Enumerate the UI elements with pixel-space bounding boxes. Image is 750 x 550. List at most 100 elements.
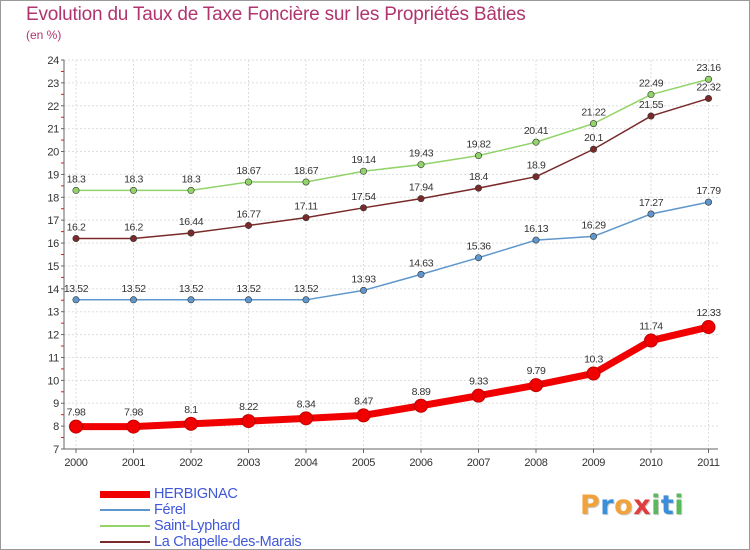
data-label: 20.41 [524, 125, 549, 137]
data-point [130, 186, 138, 194]
data-point [529, 378, 543, 393]
data-point [356, 408, 371, 423]
data-point [241, 414, 256, 429]
legend-label: La Chapelle-des-Marais [154, 534, 302, 550]
data-point [245, 178, 253, 186]
y-tick-label: 12 [47, 330, 59, 342]
data-point [414, 398, 428, 413]
data-point [474, 152, 482, 160]
data-point [69, 419, 83, 434]
legend-swatch [100, 541, 150, 543]
x-tick-label: 2007 [467, 457, 490, 469]
y-tick-label: 23 [47, 78, 59, 90]
data-point [187, 186, 195, 194]
y-tick-label: 14 [47, 284, 59, 296]
data-label: 13.93 [351, 273, 376, 285]
data-label: 13.52 [64, 283, 89, 295]
data-label: 8.34 [297, 398, 316, 410]
data-label: 14.63 [409, 257, 434, 269]
y-tick-label: 19 [47, 169, 59, 181]
data-label: 18.3 [124, 173, 143, 185]
x-tick-label: 2010 [639, 457, 662, 469]
series-line [76, 323, 710, 431]
data-point [474, 254, 482, 262]
y-tick-label: 7 [53, 444, 59, 456]
data-label: 18.3 [182, 173, 201, 185]
data-point [589, 232, 597, 240]
data-point [704, 75, 712, 83]
x-tick-label: 2009 [582, 457, 605, 469]
proxiti-logo: Proxiti [580, 490, 684, 521]
data-label: 23.16 [696, 62, 721, 74]
y-tick-label: 17 [47, 215, 59, 227]
x-tick-label: 2003 [237, 457, 260, 469]
data-point [359, 204, 367, 212]
y-tick-label: 20 [47, 147, 59, 159]
x-tick-label: 2001 [122, 457, 145, 469]
data-label: 19.14 [351, 154, 376, 166]
data-label: 16.2 [124, 221, 143, 233]
data-label: 13.52 [294, 283, 319, 295]
x-tick-label: 2004 [294, 457, 317, 469]
data-point [647, 112, 655, 120]
data-point [647, 210, 655, 218]
legend-label: Férel [154, 502, 186, 518]
chart-title: Evolution du Taux de Taxe Foncière sur l… [26, 4, 526, 25]
data-label: 8.22 [239, 401, 258, 413]
data-point [704, 198, 712, 206]
data-point [701, 320, 716, 335]
data-label: 18.4 [469, 171, 488, 183]
data-point [187, 296, 195, 304]
data-point [417, 161, 425, 169]
y-tick-label: 22 [47, 101, 59, 113]
data-point [302, 296, 310, 304]
legend-item: Férel [100, 502, 360, 518]
data-label: 9.79 [527, 365, 546, 377]
data-label: 16.77 [236, 208, 261, 220]
data-point [130, 296, 138, 304]
data-point [245, 296, 253, 304]
data-point [532, 138, 540, 146]
data-label: 21.55 [639, 99, 664, 111]
data-label: 20.1 [584, 132, 603, 144]
data-label: 16.44 [179, 216, 204, 228]
data-point [72, 234, 80, 242]
data-label: 22.49 [639, 78, 664, 90]
x-tick-label: 2000 [64, 457, 87, 469]
data-point [130, 234, 138, 242]
data-label: 17.11 [294, 201, 318, 213]
data-point [586, 366, 601, 381]
y-tick-label: 10 [47, 375, 59, 387]
logo-letter: x [633, 490, 652, 521]
y-tick-label: 15 [47, 261, 59, 273]
data-point [417, 195, 425, 203]
y-tick-label: 13 [47, 307, 59, 319]
legend-swatch [100, 509, 150, 511]
legend-item: HERBIGNAC [100, 486, 360, 502]
y-tick-label: 11 [48, 352, 59, 364]
data-point [647, 91, 655, 99]
data-label: 19.43 [409, 148, 434, 160]
data-label: 17.94 [409, 182, 434, 194]
series-line [76, 97, 709, 240]
data-point [474, 184, 482, 192]
data-label: 7.98 [67, 407, 86, 419]
data-point [589, 145, 597, 153]
data-point [187, 229, 195, 237]
chart-subtitle: (en %) [26, 28, 62, 42]
y-tick-label: 21 [47, 124, 59, 136]
data-label: 21.22 [581, 107, 606, 119]
data-label: 19.82 [466, 139, 491, 151]
y-tick-label: 24 [47, 55, 59, 67]
logo-letter: o [614, 490, 634, 521]
data-point [359, 286, 367, 294]
data-label: 13.52 [179, 283, 204, 295]
data-label: 11.74 [639, 321, 663, 333]
data-label: 16.2 [67, 221, 86, 233]
data-point [704, 94, 712, 102]
data-label: 8.47 [354, 395, 373, 407]
x-tick-label: 2008 [524, 457, 547, 469]
legend-swatch [100, 490, 150, 498]
